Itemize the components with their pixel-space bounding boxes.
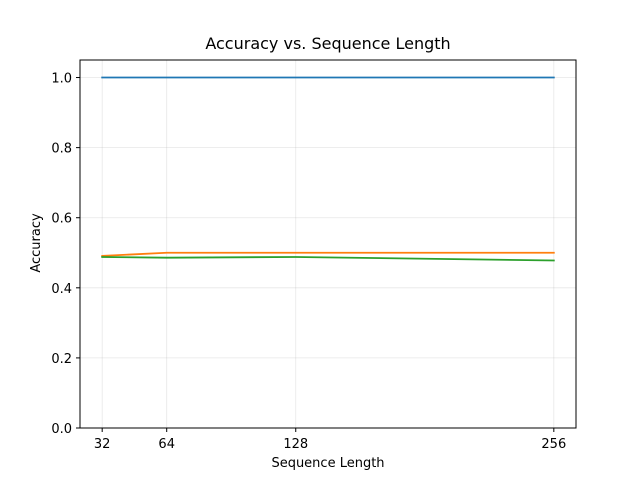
y-tick-label: 0.2 (51, 352, 72, 367)
y-tick-label: 1.0 (51, 72, 72, 87)
y-tick-label: 0.0 (51, 422, 72, 437)
series-group (101, 76, 555, 262)
x-tick-label: 64 (158, 437, 175, 452)
x-tick-label: 32 (94, 437, 111, 452)
series-line-3 (101, 256, 555, 262)
x-tick-label: 256 (541, 437, 566, 452)
series-line-2 (101, 251, 555, 257)
x-axis-label: Sequence Length (271, 456, 384, 471)
plot-frame (79, 59, 577, 429)
chart-title: Accuracy vs. Sequence Length (205, 34, 450, 53)
y-tick-label: 0.8 (51, 142, 72, 157)
x-tick-label: 128 (283, 437, 308, 452)
axis-ticks: 32 64 128 256 0.0 0.2 0.4 0.6 0.8 1.0 (51, 72, 566, 452)
y-tick-label: 0.4 (51, 282, 72, 297)
y-axis-label: Accuracy (29, 213, 44, 273)
y-tick-label: 0.6 (51, 212, 72, 227)
